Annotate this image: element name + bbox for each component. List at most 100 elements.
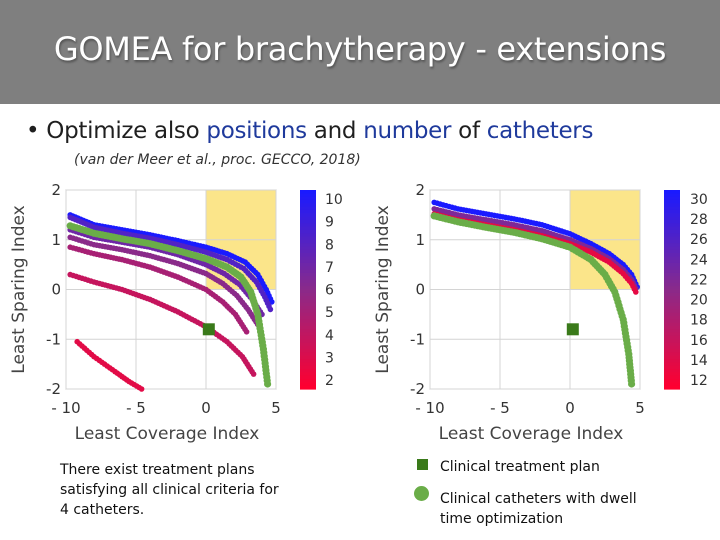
chart2-colorbar-segment-50 <box>664 355 680 360</box>
chart2-colorbar-segment-0 <box>664 190 680 194</box>
chart2-colorbar-label-1: 28 <box>690 212 708 228</box>
chart2-colorbar-segment-7 <box>664 213 680 218</box>
legend-clinical-plan-label: Clinical treatment plan <box>440 459 600 475</box>
bullet-text-1: Optimize also <box>46 118 207 144</box>
chart1-colorbar-segment-18 <box>300 249 316 254</box>
chart1-x-tick-0: - 10 <box>51 399 80 417</box>
chart1-colorbar-segment-3 <box>300 199 316 204</box>
chart1-colorbar-segment-17 <box>300 246 316 251</box>
chart2-x-tick-3: 5 <box>635 399 645 417</box>
chart2-colorbar-segment-56 <box>664 375 680 380</box>
bullet-point: • Optimize also positions and number of … <box>26 118 593 144</box>
chart2-colorbar-segment-29 <box>664 286 680 291</box>
chart1-colorbar-segment-52 <box>300 362 316 367</box>
chart2-colorbar-segment-8 <box>664 216 680 221</box>
chart2-series-3-point-96 <box>628 380 636 388</box>
chart2-colorbar-segment-3 <box>664 199 680 204</box>
chart2-colorbar-segment-13 <box>664 233 680 238</box>
chart2-y-axis-label: Least Sparing Index <box>373 205 393 373</box>
chart2-y-tick-4: -2 <box>410 380 425 398</box>
chart2-colorbar-segment-15 <box>664 239 680 244</box>
chart2-y-tick-1: 1 <box>415 231 425 249</box>
chart2-colorbar-label-2: 26 <box>690 232 708 248</box>
chart2-colorbar-segment-28 <box>664 282 680 287</box>
chart2-x-tick-2: 0 <box>565 399 575 417</box>
chart2-colorbar-segment-48 <box>664 349 680 354</box>
chart2-colorbar-segment-14 <box>664 236 680 241</box>
chart2-colorbar-label-8: 14 <box>690 353 708 369</box>
chart1-colorbar-segment-32 <box>300 296 316 301</box>
chart1-colorbar-segment-42 <box>300 329 316 334</box>
bullet-text-3: of <box>451 118 487 144</box>
chart1-colorbar-label-3: 7 <box>325 260 334 276</box>
chart1-colorbar-segment-29 <box>300 286 316 291</box>
chart1-colorbar-segment-27 <box>300 279 316 284</box>
chart1-colorbar-segment-48 <box>300 349 316 354</box>
chart1-colorbar-segment-38 <box>300 316 316 320</box>
chart2-colorbar-label-7: 16 <box>690 333 708 349</box>
chart1-colorbar-segment-9 <box>300 219 316 224</box>
chart2-colorbar-segment-6 <box>664 209 680 214</box>
chart2-colorbar-segment-17 <box>664 246 680 251</box>
chart2-colorbar-segment-43 <box>664 332 680 337</box>
chart1-colorbar-segment-30 <box>300 289 316 294</box>
chart2-colorbar-segment-57 <box>664 379 680 383</box>
chart1-colorbar-segment-10 <box>300 223 316 228</box>
chart1-series-6-point-26 <box>138 386 145 392</box>
chart2-colorbar-segment-26 <box>664 276 680 281</box>
chart2-colorbar-segment-4 <box>664 203 680 208</box>
chart1-colorbar-segment-0 <box>300 190 316 194</box>
chart1-colorbar-segment-57 <box>300 379 316 383</box>
chart1-x-tick-3: 5 <box>271 399 281 417</box>
chart2-colorbar-segment-58 <box>664 382 680 387</box>
chart2-colorbar-segment-41 <box>664 325 680 330</box>
chart1-colorbar-segment-11 <box>300 226 316 231</box>
chart1-colorbar-segment-21 <box>300 259 316 264</box>
chart2-colorbar-label-0: 30 <box>690 192 708 208</box>
chart1-colorbar-label-7: 3 <box>325 350 334 366</box>
chart1-y-tick-2: 0 <box>51 281 61 299</box>
chart2-colorbar-segment-2 <box>664 196 680 201</box>
chart1-colorbar-segment-54 <box>300 369 316 374</box>
chart1-colorbar-segment-46 <box>300 342 316 347</box>
chart2-colorbar-segment-36 <box>664 309 680 314</box>
bullet-highlight-number: number <box>363 118 452 144</box>
chart1-colorbar-label-4: 6 <box>325 283 334 299</box>
chart2-y-tick-2: 0 <box>415 281 425 299</box>
chart1-colorbar-segment-39 <box>300 319 316 324</box>
chart1-colorbar-label-8: 2 <box>325 373 334 389</box>
chart2-colorbar-segment-20 <box>664 256 680 261</box>
chart1-y-axis-label: Least Sparing Index <box>9 205 29 373</box>
legend-clinical-catheters-label: Clinical catheters with dwell time optim… <box>440 491 637 527</box>
page-title: GOMEA for brachytherapy - extensions <box>53 30 667 68</box>
chart2-colorbar-segment-19 <box>664 253 680 257</box>
chart2-series-2-point-76 <box>633 289 639 295</box>
chart2-colorbar-segment-54 <box>664 369 680 374</box>
chart2-colorbar-label-5: 20 <box>690 293 708 309</box>
chart1-series-0-point-79 <box>269 299 275 305</box>
chart1-colorbar-segment-8 <box>300 216 316 221</box>
chart1-series-5-point-70 <box>250 371 257 377</box>
chart1-colorbar-segment-43 <box>300 332 316 337</box>
chart1-y-tick-4: -2 <box>46 380 61 398</box>
citation: (van der Meer et al., proc. GECCO, 2018) <box>74 152 361 168</box>
chart1-clinical-plan-marker <box>202 323 215 336</box>
chart1-colorbar-segment-44 <box>300 335 316 340</box>
chart1-x-tick-1: - 5 <box>126 399 146 417</box>
chart2-colorbar-segment-32 <box>664 296 680 301</box>
chart1-colorbar-segment-19 <box>300 253 316 257</box>
chart2-colorbar-segment-23 <box>664 266 680 271</box>
chart1-colorbar-segment-24 <box>300 269 316 274</box>
chart1-colorbar-segment-13 <box>300 233 316 238</box>
chart2-colorbar-segment-38 <box>664 316 680 320</box>
chart2-colorbar-segment-30 <box>664 289 680 294</box>
chart2-x-tick-1: - 5 <box>490 399 510 417</box>
chart2-colorbar-label-3: 24 <box>690 252 708 268</box>
chart1-colorbar-segment-4 <box>300 203 316 208</box>
chart2-colorbar-segment-35 <box>664 306 680 310</box>
chart1-colorbar-label-5: 5 <box>325 305 334 321</box>
chart2-x-tick-0: - 10 <box>415 399 444 417</box>
chart1-colorbar-label-2: 8 <box>325 237 334 253</box>
chart2-colorbar-segment-31 <box>664 292 680 297</box>
chart2-colorbar-segment-47 <box>664 345 680 350</box>
